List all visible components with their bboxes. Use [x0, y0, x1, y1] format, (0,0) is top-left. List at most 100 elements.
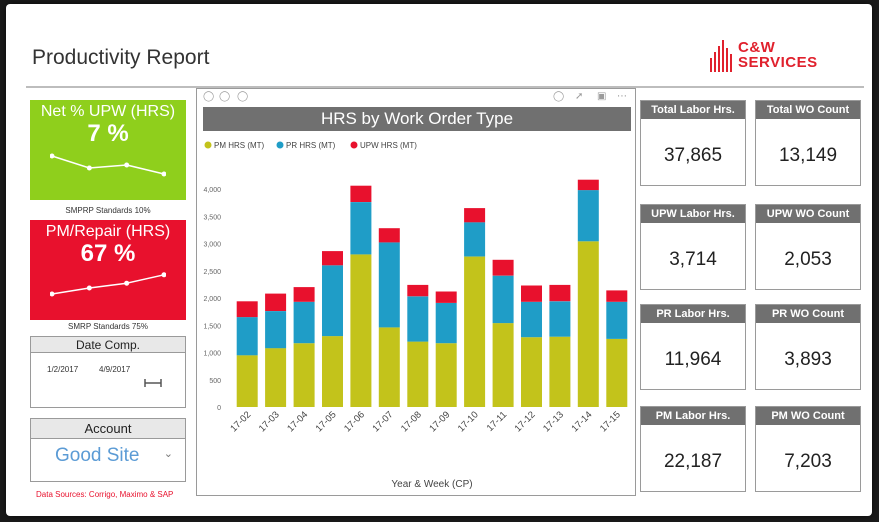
- bar-segment[interactable]: [464, 256, 486, 407]
- upw-spark-point: [124, 162, 130, 168]
- kpi-pm-note: SMRP Standards 75%: [68, 322, 148, 331]
- metric-card-value: 11,964: [664, 349, 722, 370]
- bar-segment[interactable]: [464, 222, 486, 257]
- pm-spark-point: [86, 285, 92, 291]
- bar-segment[interactable]: [521, 337, 542, 407]
- y-tick-label: 3,000: [203, 242, 221, 249]
- metric-card[interactable]: UPW WO Count 2,053: [755, 204, 861, 290]
- date-slicer[interactable]: Date Comp. 1/2/2017 4/9/2017: [30, 336, 186, 408]
- chevron-down-icon[interactable]: ⌄: [163, 448, 173, 460]
- more-options-icon[interactable]: ⋯: [617, 91, 627, 102]
- bar-segment[interactable]: [549, 284, 571, 302]
- bar-segment[interactable]: [407, 284, 429, 297]
- bar-segment[interactable]: [435, 302, 457, 344]
- bar-segment[interactable]: [236, 301, 258, 318]
- legend-item[interactable]: PM HRS (MT): [204, 141, 265, 150]
- bar-segment[interactable]: [322, 336, 343, 407]
- bar-segment[interactable]: [549, 336, 571, 407]
- metric-card[interactable]: PR Labor Hrs. 11,964: [640, 304, 746, 390]
- drill-mode-icon[interactable]: ◯: [553, 91, 565, 102]
- bar-segment[interactable]: [322, 251, 343, 266]
- upw-spark-line: [51, 155, 165, 175]
- date-slicer-title: Date Comp.: [31, 337, 185, 353]
- range-slider-handle[interactable]: [144, 379, 162, 387]
- metric-card[interactable]: PM Labor Hrs. 22,187: [640, 406, 746, 492]
- logo-line2: SERVICES: [738, 54, 818, 71]
- y-tick-label: 500: [209, 378, 221, 385]
- bar-segment[interactable]: [378, 242, 400, 328]
- bar-segment[interactable]: [435, 343, 457, 407]
- drill-up-icon[interactable]: ◯: [203, 91, 215, 102]
- bar-segment[interactable]: [265, 293, 287, 311]
- bar-segment[interactable]: [464, 208, 486, 223]
- work-order-chart[interactable]: ◯ ◯ ◯ ◯ ➚ ▣ ⋯ HRS by Work Order Type PM …: [196, 88, 636, 496]
- data-sources-note: Data Sources: Corrigo, Maximo & SAP: [36, 490, 174, 499]
- legend-item[interactable]: UPW HRS (MT): [350, 141, 418, 150]
- metric-card-value: 22,187: [663, 451, 723, 472]
- legend-marker: [350, 141, 358, 149]
- bar-segment[interactable]: [265, 348, 287, 407]
- x-tick-label: 17-14: [570, 409, 595, 434]
- bar-segment[interactable]: [577, 179, 599, 191]
- bar-segment[interactable]: [378, 327, 400, 407]
- bar-segment[interactable]: [492, 323, 514, 407]
- metric-card[interactable]: PM WO Count 7,203: [755, 406, 861, 492]
- bar-segment[interactable]: [435, 291, 457, 303]
- bar-segment[interactable]: [606, 290, 628, 302]
- kpi-net-upw[interactable]: Net % UPW (HRS) 7 %: [30, 100, 186, 200]
- account-slicer[interactable]: Account Good Site ⌄: [30, 418, 186, 482]
- bar-segment[interactable]: [350, 202, 372, 255]
- metric-card[interactable]: UPW Labor Hrs. 3,714: [640, 204, 746, 290]
- bar-segment[interactable]: [577, 190, 599, 242]
- bar-segment[interactable]: [407, 296, 429, 342]
- bar-segment[interactable]: [521, 285, 542, 302]
- metric-card[interactable]: Total WO Count 13,149: [755, 100, 861, 186]
- metric-card[interactable]: Total Labor Hrs. 37,865: [640, 100, 746, 186]
- bar-segment[interactable]: [293, 287, 315, 302]
- account-slicer-title: Account: [31, 419, 185, 439]
- metric-card-title: PM WO Count: [756, 407, 860, 425]
- kpi-pm-repair[interactable]: PM/Repair (HRS) 67 %: [30, 220, 186, 320]
- drill-down-icon[interactable]: ◯: [219, 91, 231, 102]
- date-start[interactable]: 1/2/2017: [47, 365, 79, 374]
- x-tick-label: 17-13: [541, 409, 566, 434]
- y-tick-label: 2,500: [203, 269, 221, 276]
- expand-level-icon[interactable]: ◯: [237, 91, 249, 102]
- bar-segment[interactable]: [378, 228, 400, 243]
- bar-segment[interactable]: [577, 241, 599, 407]
- bar-segment[interactable]: [606, 338, 628, 407]
- bar-segment[interactable]: [492, 275, 514, 324]
- bar-segment[interactable]: [407, 341, 429, 407]
- y-tick-label: 0: [217, 405, 221, 412]
- bar-segment[interactable]: [606, 301, 628, 339]
- bar-segment[interactable]: [350, 254, 372, 407]
- bar-segment[interactable]: [549, 301, 571, 337]
- metric-card-title: PR Labor Hrs.: [641, 305, 745, 323]
- y-tick-label: 1,500: [203, 323, 221, 330]
- bar-segment[interactable]: [322, 265, 343, 337]
- account-dropdown-value[interactable]: Good Site: [55, 445, 140, 466]
- y-tick-label: 3,500: [203, 214, 221, 221]
- chart-toolbar: ◯ ◯ ◯ ◯ ➚ ▣ ⋯: [197, 89, 635, 105]
- pin-icon[interactable]: ➚: [575, 91, 584, 102]
- bar-segment[interactable]: [265, 311, 287, 349]
- bar-segment[interactable]: [492, 259, 514, 276]
- focus-mode-icon[interactable]: ▣: [597, 91, 607, 102]
- metric-card-title: UPW Labor Hrs.: [641, 205, 745, 223]
- kpi-upw-value: 7 %: [87, 120, 129, 147]
- bar-segment[interactable]: [236, 355, 258, 407]
- legend-marker: [276, 141, 284, 149]
- bar-segment[interactable]: [236, 317, 258, 356]
- legend-item[interactable]: PR HRS (MT): [276, 141, 336, 150]
- metric-card-value: 7,203: [784, 451, 832, 472]
- metric-card-value: 37,865: [663, 145, 723, 166]
- metric-card-title: Total WO Count: [756, 101, 860, 119]
- pm-spark-point: [124, 280, 130, 286]
- bar-segment[interactable]: [293, 343, 315, 407]
- bar-segment[interactable]: [521, 301, 542, 338]
- bar-segment[interactable]: [293, 301, 315, 344]
- date-end[interactable]: 4/9/2017: [99, 365, 131, 374]
- metric-card[interactable]: PR WO Count 3,893: [755, 304, 861, 390]
- legend-label: PR HRS (MT): [286, 141, 336, 150]
- bar-segment[interactable]: [350, 185, 372, 202]
